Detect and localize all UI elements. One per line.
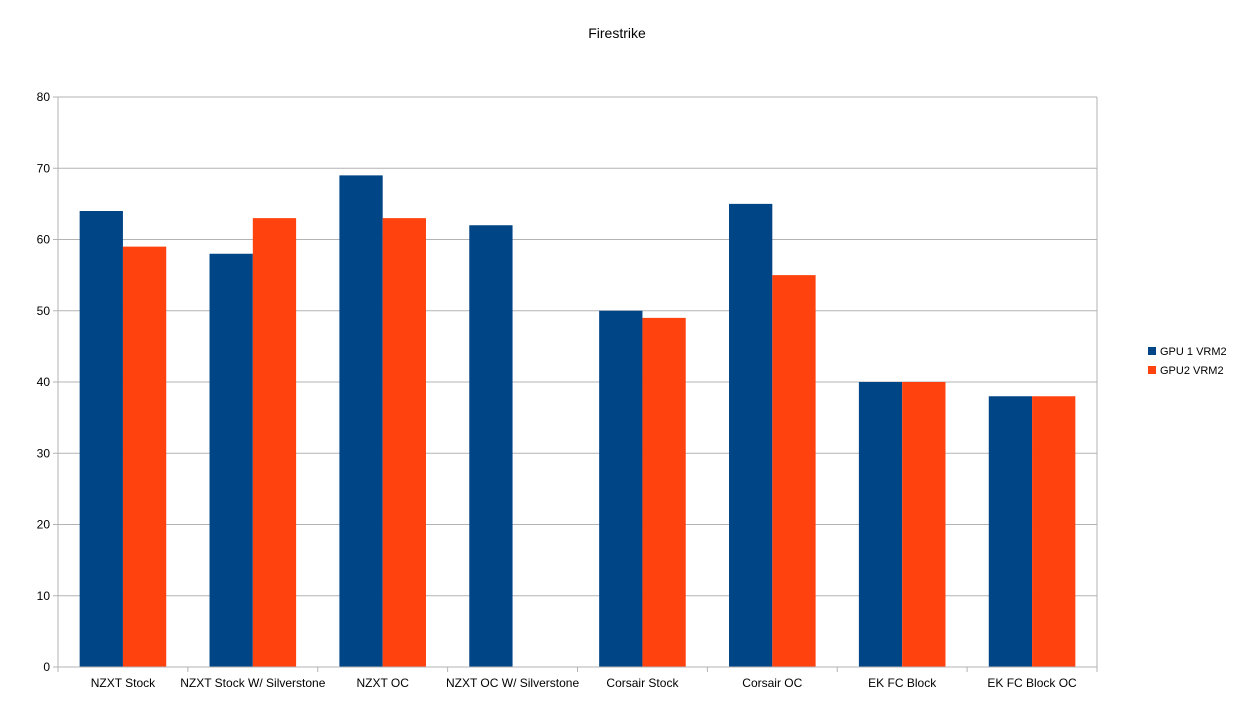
y-tick-label: 60 [37, 233, 51, 247]
y-tick-label: 0 [43, 660, 50, 674]
x-tick-label: NZXT OC W/ Silverstone [446, 676, 579, 690]
bar-1-7 [858, 382, 903, 667]
legend-label: GPU2 VRM2 [1160, 365, 1224, 377]
y-axis: 0 10 20 30 40 50 60 70 80 [37, 90, 59, 674]
y-tick-label: 50 [37, 304, 51, 318]
y-tick-label: 20 [37, 518, 51, 532]
bar-2-3 [382, 218, 426, 667]
legend: GPU 1 VRM2 GPU2 VRM2 [1148, 346, 1227, 377]
x-tick-label: NZXT Stock W/ Silverstone [180, 676, 325, 690]
y-tick-label: 10 [37, 589, 51, 603]
y-tick-label: 80 [37, 90, 51, 104]
bar-1-6 [729, 203, 773, 667]
x-tick-label: NZXT Stock [91, 676, 156, 690]
bar-2-2 [252, 218, 297, 667]
bars [79, 175, 1076, 667]
x-axis: NZXT Stock NZXT Stock W/ Silverstone NZXT … [57, 666, 1098, 690]
x-tick-label: Corsair Stock [606, 676, 679, 690]
legend-label: GPU 1 VRM2 [1160, 346, 1227, 358]
x-tick-label: EK FC Block OC [987, 676, 1077, 690]
x-tick-label: Corsair OC [742, 676, 802, 690]
y-tick-label: 30 [37, 446, 51, 460]
bar-1-1 [79, 211, 123, 667]
bar-2-7 [902, 382, 946, 667]
bar-1-2 [209, 253, 253, 667]
y-tick-label: 40 [37, 375, 51, 389]
bar-1-5 [599, 310, 643, 667]
y-tick-label: 70 [37, 161, 51, 175]
bar-1-3 [339, 175, 383, 667]
legend-swatch [1148, 366, 1156, 374]
bar-1-4 [469, 225, 513, 667]
bar-2-8 [1032, 396, 1076, 667]
x-tick-label: NZXT OC [356, 676, 409, 690]
bar-2-6 [772, 275, 816, 667]
bar-1-8 [988, 396, 1033, 667]
chart-title: Firestrike [588, 25, 646, 41]
bar-2-5 [642, 317, 686, 667]
bar-2-1 [122, 246, 167, 667]
legend-swatch [1148, 347, 1156, 355]
x-tick-label: EK FC Block [868, 676, 937, 690]
